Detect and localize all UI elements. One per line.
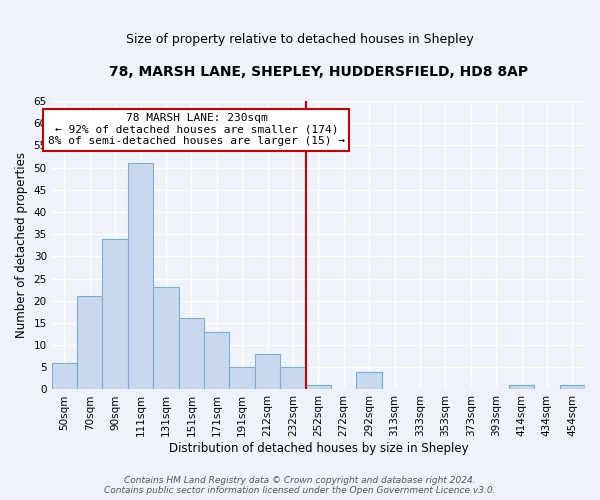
Bar: [560, 385, 585, 390]
Y-axis label: Number of detached properties: Number of detached properties: [15, 152, 28, 338]
Bar: [255, 354, 280, 390]
Text: Size of property relative to detached houses in Shepley: Size of property relative to detached ho…: [126, 32, 474, 46]
Title: 78, MARSH LANE, SHEPLEY, HUDDERSFIELD, HD8 8AP: 78, MARSH LANE, SHEPLEY, HUDDERSFIELD, H…: [109, 65, 528, 79]
Bar: [103, 238, 128, 390]
Bar: [305, 385, 331, 390]
Bar: [280, 368, 305, 390]
X-axis label: Distribution of detached houses by size in Shepley: Distribution of detached houses by size …: [169, 442, 468, 455]
Text: 78 MARSH LANE: 230sqm
← 92% of detached houses are smaller (174)
8% of semi-deta: 78 MARSH LANE: 230sqm ← 92% of detached …: [48, 113, 345, 146]
Bar: [356, 372, 382, 390]
Bar: [77, 296, 103, 390]
Bar: [153, 288, 179, 390]
Bar: [179, 318, 204, 390]
Bar: [509, 385, 534, 390]
Bar: [128, 163, 153, 390]
Bar: [204, 332, 229, 390]
Bar: [229, 368, 255, 390]
Bar: [52, 363, 77, 390]
Text: Contains HM Land Registry data © Crown copyright and database right 2024.
Contai: Contains HM Land Registry data © Crown c…: [104, 476, 496, 495]
